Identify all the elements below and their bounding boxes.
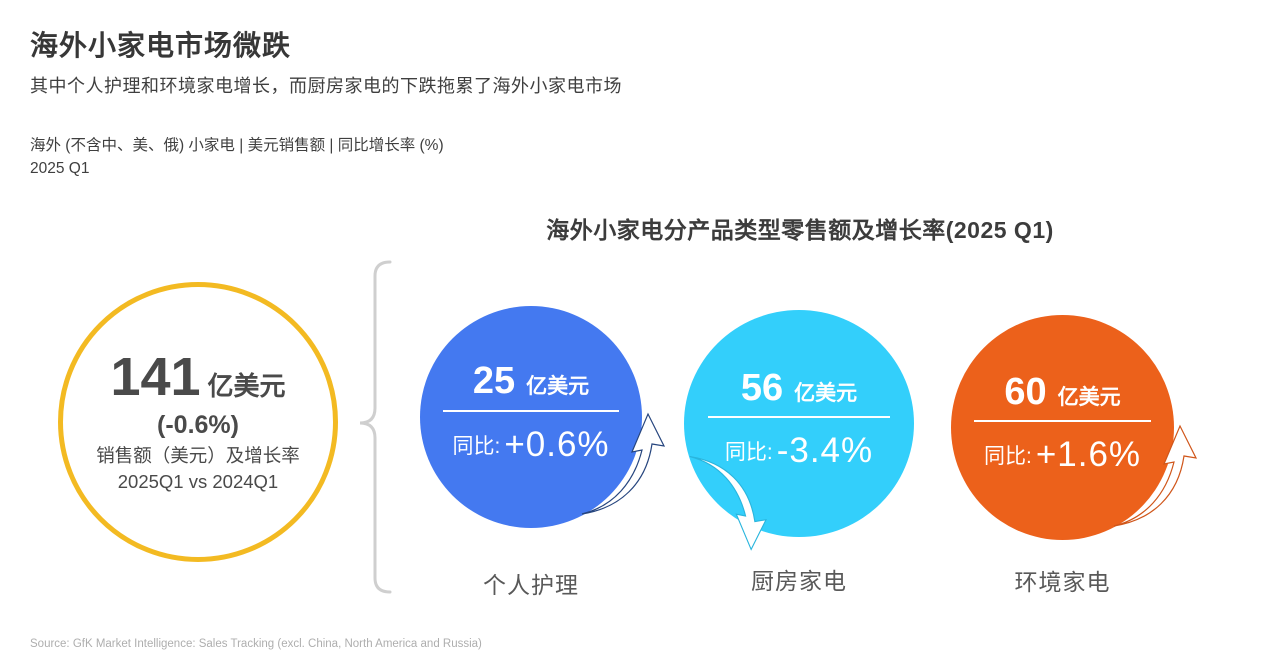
divider — [708, 416, 890, 419]
yoy-value: -3.4% — [776, 431, 874, 471]
category-label: 厨房家电 — [751, 568, 847, 594]
total-growth: (-0.6%) — [157, 410, 239, 439]
total-market-circle: 141 亿美元 (-0.6%) 销售额（美元）及增长率 2025Q1 vs 20… — [58, 282, 338, 562]
page-subtitle: 其中个人护理和环境家电增长，而厨房家电的下跌拖累了海外小家电市场 — [30, 76, 622, 96]
category-value-row: 56 亿美元 — [740, 366, 858, 410]
category-yoy: 同比: +1.6% — [984, 435, 1141, 475]
category-group-kitchen: 56 亿美元 同比: -3.4% 厨房家电 — [684, 310, 914, 594]
curved-arrow-up-icon — [1113, 424, 1198, 527]
category-label: 环境家电 — [1014, 569, 1111, 595]
category-unit: 亿美元 — [1057, 385, 1121, 409]
category-circle: 60 亿美元 同比: +1.6% — [951, 315, 1198, 540]
category-value-row: 60 亿美元 — [1004, 370, 1121, 414]
category-group-personal-care: 25 亿美元 同比: +0.6% 个人护理 — [420, 306, 666, 598]
yoy-label: 同比: — [983, 445, 1032, 469]
total-value: 141 — [110, 346, 201, 407]
category-circle: 25 亿美元 同比: +0.6% — [420, 306, 666, 528]
yoy-label: 同比: — [724, 441, 773, 465]
chart-title: 海外小家电分产品类型零售额及增长率(2025 Q1) — [546, 217, 1054, 243]
meta-block: 海外 (不含中、美、俄) 小家电 | 美元销售额 | 同比增长率 (%) 202… — [30, 134, 444, 180]
yoy-label: 同比: — [452, 434, 501, 458]
category-label: 个人护理 — [483, 572, 579, 598]
total-desc-line1: 销售额（美元）及增长率 — [96, 444, 300, 466]
curved-arrow-up-icon — [581, 412, 666, 515]
curved-arrow-down-icon — [689, 456, 767, 551]
page-title: 海外小家电市场微跌 — [30, 30, 292, 61]
meta-line-period: 2025 Q1 — [30, 160, 90, 177]
total-desc-line2: 2025Q1 vs 2024Q1 — [117, 470, 279, 492]
category-value: 60 — [1004, 370, 1047, 413]
meta-line-scope: 海外 (不含中、美、俄) 小家电 | 美元销售额 | 同比增长率 (%) — [30, 137, 444, 154]
category-yoy: 同比: +0.6% — [452, 425, 609, 465]
total-desc: 销售额（美元）及增长率 2025Q1 vs 2024Q1 — [96, 443, 300, 495]
category-unit: 亿美元 — [526, 375, 590, 399]
category-yoy: 同比: -3.4% — [725, 431, 873, 471]
category-circle: 56 亿美元 同比: -3.4% — [684, 310, 914, 551]
total-value-row: 141 亿美元 — [110, 350, 285, 404]
yoy-value: +1.6% — [1035, 435, 1142, 475]
divider — [443, 409, 619, 412]
category-value-row: 25 亿美元 — [472, 360, 590, 403]
brace-icon — [359, 260, 392, 594]
category-unit: 亿美元 — [794, 381, 858, 405]
total-unit: 亿美元 — [207, 370, 286, 401]
source-note: Source: GfK Market Intelligence: Sales T… — [30, 638, 482, 650]
category-value: 25 — [472, 360, 516, 403]
category-group-environment: 60 亿美元 同比: +1.6% 环境家电 — [951, 315, 1198, 595]
divider — [974, 420, 1151, 423]
category-value: 56 — [740, 366, 784, 409]
yoy-value: +0.6% — [504, 424, 610, 464]
